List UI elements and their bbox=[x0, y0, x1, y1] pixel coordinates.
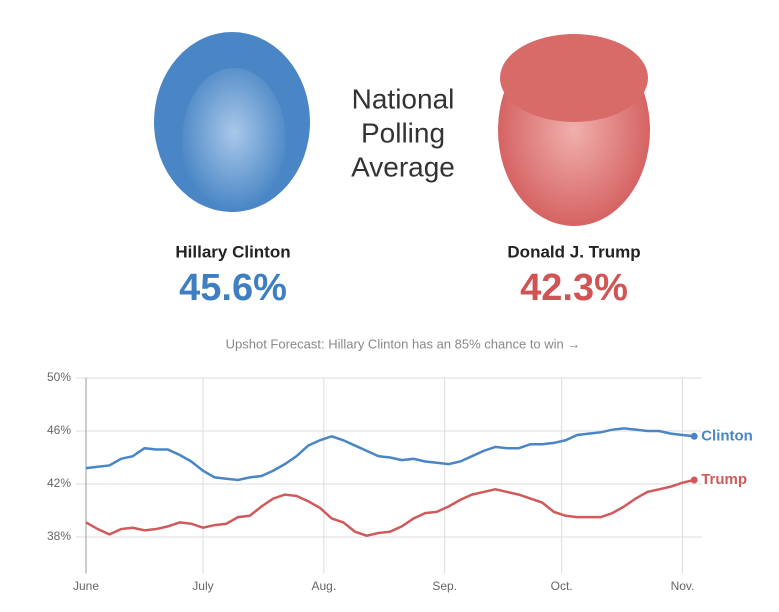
end-dot bbox=[690, 476, 698, 484]
title-line: National bbox=[352, 83, 455, 114]
title-line: Polling bbox=[361, 117, 445, 148]
y-tick-label: 42% bbox=[47, 476, 71, 490]
x-tick-label: Sep. bbox=[432, 579, 457, 593]
title-line: Average bbox=[351, 151, 455, 182]
clinton-portrait bbox=[154, 32, 310, 212]
y-tick-label: 46% bbox=[47, 423, 71, 437]
series-line bbox=[85, 478, 695, 537]
y-tick-label: 50% bbox=[47, 370, 71, 384]
end-dot bbox=[690, 432, 698, 440]
series-label: Trump bbox=[701, 471, 747, 488]
x-tick-label: July bbox=[192, 579, 213, 593]
x-tick-label: June bbox=[73, 579, 99, 593]
series-label: Clinton bbox=[701, 427, 753, 444]
trump-portrait bbox=[498, 34, 650, 226]
candidate-share: 45.6% bbox=[179, 267, 287, 309]
candidate-name: Hillary Clinton bbox=[175, 242, 290, 261]
x-tick-label: Aug. bbox=[311, 579, 336, 593]
candidate-share: 42.3% bbox=[520, 267, 628, 309]
y-tick-label: 38% bbox=[47, 529, 71, 543]
forecast-link[interactable]: Upshot Forecast: Hillary Clinton has an … bbox=[226, 336, 581, 351]
x-tick-label: Nov. bbox=[671, 579, 695, 593]
candidate-name: Donald J. Trump bbox=[507, 242, 640, 261]
series-line bbox=[85, 427, 695, 482]
x-tick-label: Oct. bbox=[551, 579, 573, 593]
